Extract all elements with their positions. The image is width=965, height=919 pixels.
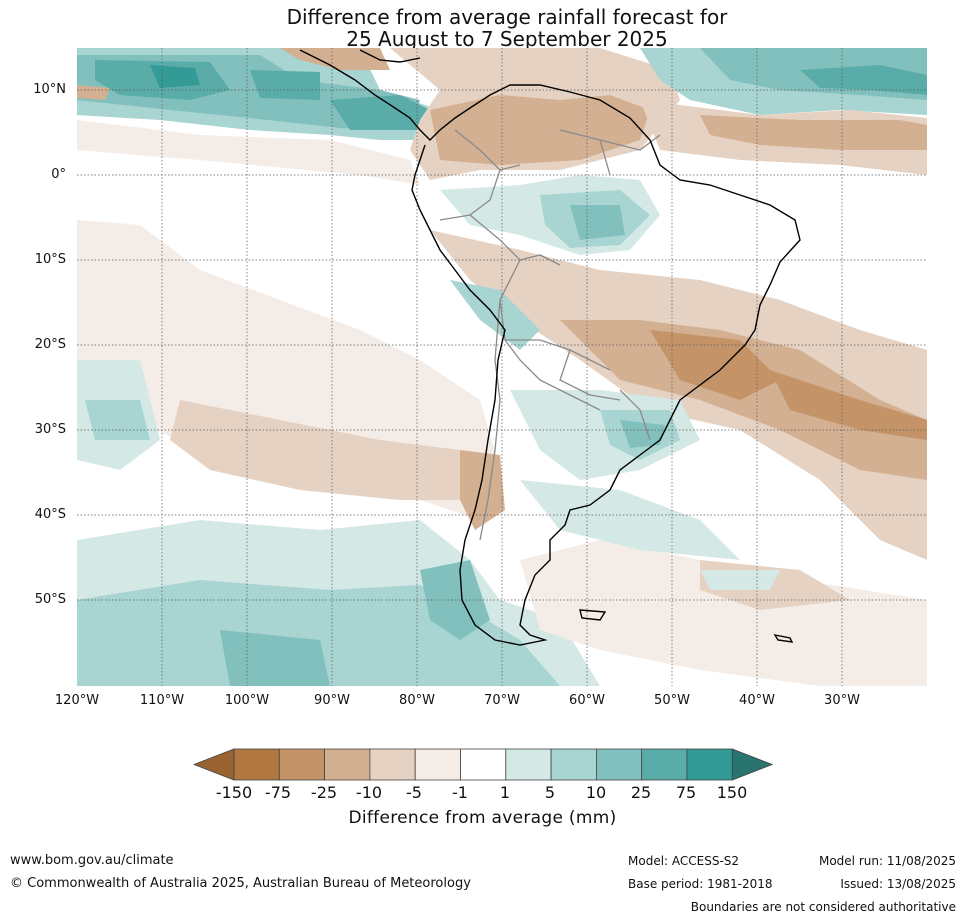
- lat-label-40S: 40°S: [34, 507, 66, 522]
- lat-label-10S: 10°S: [34, 252, 66, 267]
- website-link[interactable]: www.bom.gov.au/climate: [10, 853, 174, 868]
- boundaries-disclaimer: Boundaries are not considered authoritat…: [690, 900, 956, 914]
- colorbar-extend-low: [192, 748, 235, 781]
- wet-area: [700, 570, 780, 590]
- colorbar-segment: [278, 748, 325, 781]
- issued-date: Issued: 13/08/2025: [840, 877, 956, 891]
- lat-label-10N: 10°N: [33, 82, 66, 97]
- colorbar-tick-label: 1: [499, 783, 511, 802]
- colorbar-segment: [641, 748, 688, 781]
- dry-area: [650, 330, 780, 400]
- lat-label-20S: 20°S: [34, 337, 66, 352]
- dry-area: [170, 400, 470, 500]
- lon-label-100W: 100°W: [224, 693, 270, 708]
- wet-area: [85, 400, 150, 440]
- lon-label-90W: 90°W: [314, 693, 350, 708]
- colorbar-segment: [505, 748, 552, 781]
- wet-area: [620, 420, 665, 448]
- colorbar-tick-label: -25: [310, 783, 338, 802]
- lat-label-30S: 30°S: [34, 422, 66, 437]
- lon-label-120W: 120°W: [54, 693, 100, 708]
- wet-area: [570, 205, 625, 240]
- colorbar-tick-label: -1: [452, 783, 468, 802]
- lon-label-30W: 30°W: [824, 693, 860, 708]
- model-run-date: Model run: 11/08/2025: [818, 854, 956, 868]
- colorbar-tick-label: 10: [585, 783, 607, 802]
- map-title-line-2: 25 August to 7 September 2025: [346, 27, 668, 51]
- colorbar-tick-label: 150: [716, 783, 748, 802]
- dry-area: [560, 320, 927, 480]
- dry-area: [77, 85, 110, 100]
- colorbar-title: Difference from average (mm): [348, 808, 617, 828]
- lon-label-80W: 80°W: [399, 693, 435, 708]
- lon-label-40W: 40°W: [739, 693, 775, 708]
- wet-area: [330, 95, 430, 130]
- colorbar-tick-label: 75: [675, 783, 697, 802]
- wet-area: [150, 65, 200, 88]
- model-name: Model: ACCESS-S2: [628, 854, 740, 868]
- wet-area: [450, 280, 540, 350]
- wet-area: [250, 70, 320, 100]
- colorbar-segment: [414, 748, 461, 781]
- colorbar-segment: [324, 748, 371, 781]
- dry-area: [77, 120, 420, 185]
- dry-area: [460, 450, 505, 530]
- colorbar-segment: [550, 748, 597, 781]
- wet-area: [520, 480, 740, 560]
- copyright-text: © Commonwealth of Australia 2025, Austra…: [10, 876, 471, 891]
- country-boundaries: [439, 129, 661, 541]
- coastline: [299, 49, 801, 646]
- colorbar-tick-label: -10: [355, 783, 383, 802]
- lon-label-70W: 70°W: [484, 693, 520, 708]
- dry-area: [700, 115, 927, 150]
- lon-label-50W: 50°W: [654, 693, 690, 708]
- graticule: [77, 48, 927, 686]
- wet-area: [220, 630, 330, 686]
- lat-label-50S: 50°S: [34, 592, 66, 607]
- dry-area: [770, 370, 927, 440]
- colorbar-segment: [596, 748, 643, 781]
- map-title-line-1: Difference from average rainfall forecas…: [286, 5, 728, 29]
- base-period: Base period: 1981-2018: [628, 877, 773, 891]
- colorbar: [192, 748, 774, 781]
- wet-area: [800, 65, 927, 95]
- colorbar-tick-label: -150: [215, 783, 253, 802]
- colorbar-segment: [369, 748, 416, 781]
- dry-area: [430, 95, 650, 165]
- dry-area: [430, 230, 927, 560]
- dry-area: [520, 540, 927, 686]
- lon-label-60W: 60°W: [569, 693, 605, 708]
- lat-label-0: 0°: [51, 167, 66, 182]
- lon-label-110W: 110°W: [139, 693, 185, 708]
- colorbar-tick-label: -75: [264, 783, 292, 802]
- colorbar-extend-high: [731, 748, 774, 781]
- colorbar-tick-label: 25: [630, 783, 652, 802]
- colorbar-segment: [233, 748, 280, 781]
- colorbar-segment: [686, 748, 733, 781]
- colorbar-tick-label: -5: [406, 783, 422, 802]
- colorbar-segment: [460, 748, 507, 781]
- colorbar-tick-label: 5: [544, 783, 556, 802]
